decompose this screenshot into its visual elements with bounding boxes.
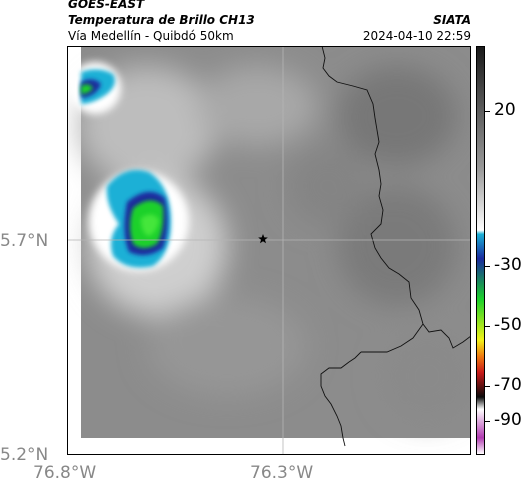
colorbar-tick <box>485 266 490 267</box>
satellite-name: GOES-EAST <box>68 0 145 11</box>
cloud-haze <box>77 66 471 421</box>
convective-cell-north <box>69 62 121 114</box>
product-title: Temperatura de Brillo CH13 <box>68 13 255 27</box>
map-frame <box>67 46 471 455</box>
map-panel <box>67 46 471 455</box>
colorbar-tick <box>485 326 490 327</box>
timestamp: 2024-04-10 22:59 <box>362 29 471 43</box>
colorbar-label: -50 <box>494 315 522 335</box>
latitude-label: 5.2°N <box>0 445 49 465</box>
route-subtitle: Vía Medellín - Quibdó 50km <box>68 29 234 43</box>
map-canvas <box>67 46 471 455</box>
colorbar-tick <box>485 386 490 387</box>
longitude-label: 76.8°W <box>33 463 97 483</box>
department-boundary-link <box>361 323 424 353</box>
latitude-label: 5.7°N <box>0 231 49 251</box>
colorbar-label: -30 <box>494 255 522 275</box>
colorbar <box>476 46 485 455</box>
longitude-label: 76.3°W <box>250 463 314 483</box>
colorbar-tick <box>485 421 490 422</box>
colorbar-label: 20 <box>494 100 516 120</box>
department-boundary-south <box>320 351 362 447</box>
convective-cell-west <box>89 169 189 271</box>
colorbar-label: -70 <box>494 375 522 395</box>
colorbar-label: -90 <box>494 410 522 430</box>
star-icon <box>258 234 268 244</box>
colorbar-tick <box>485 111 490 112</box>
organization-label: SIATA <box>433 13 471 27</box>
department-boundary <box>321 46 471 349</box>
